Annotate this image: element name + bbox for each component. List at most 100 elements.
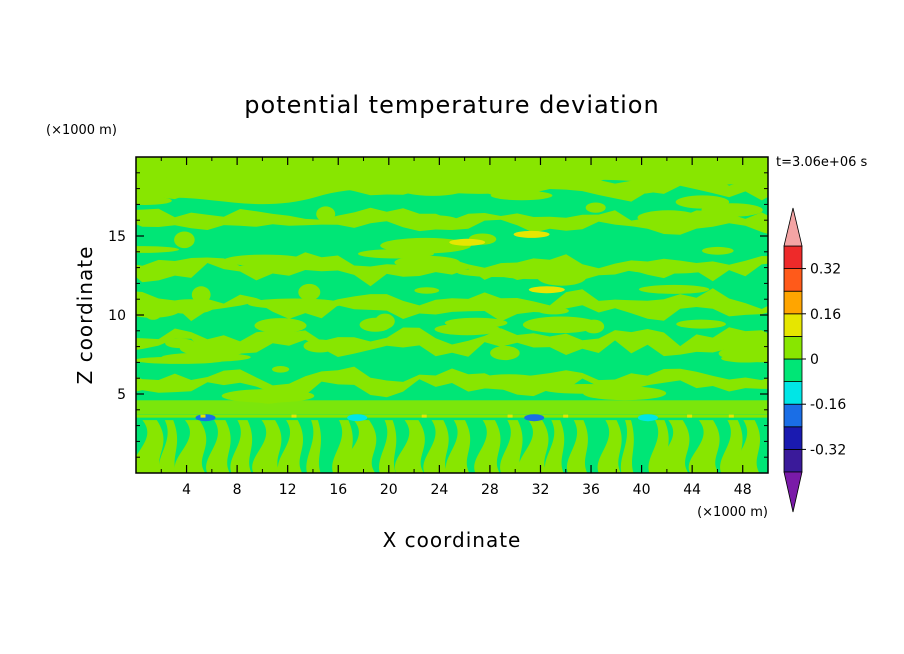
warm-patch [623,262,716,274]
warm-patch [538,307,569,315]
warm-patch [272,366,290,373]
warm-patch [247,298,342,310]
x-tick-label: 16 [329,482,347,498]
warm-patch [358,249,434,259]
colorbar-tick-label: 0 [810,352,819,368]
warm-patch [144,307,162,320]
colorbar-tick-label: 0.32 [810,262,841,278]
y-tick-label: 15 [108,229,126,245]
y-axis-unit: (×1000 m) [46,123,117,138]
colorbar-under-triangle [783,471,803,513]
time-label: t=3.06e+06 s [776,155,868,170]
warm-plume [206,420,231,473]
warm-fleck [507,414,513,418]
warm-anomaly [449,238,486,246]
x-tick-label: 28 [481,482,499,498]
warm-band [136,168,768,202]
warm-patch [604,184,662,194]
warm-plume [278,420,304,473]
warm-patch [397,179,468,196]
warm-patch [701,203,763,217]
warm-plume [230,420,253,473]
warm-patch [490,190,553,201]
warm-plume [518,420,549,473]
colorbar: 0.32 0.16 0 -0.16 -0.32 [783,207,846,513]
y-tick-label: 5 [117,387,126,403]
colorbar-segment [783,381,803,405]
warm-plume [735,420,761,473]
warm-patch [541,384,629,394]
x-axis: 4 8 12 16 20 24 28 32 36 40 44 48 [160,157,752,498]
warm-plume [567,420,588,473]
warm-patch [179,339,249,357]
colorbar-segment [783,448,803,473]
warm-patch [298,283,321,301]
warm-plume [342,420,377,473]
x-tick-label: 44 [683,482,701,498]
x-tick-label: 12 [279,482,297,498]
warm-plume [378,420,397,473]
colorbar-segment [783,403,803,428]
warm-patch [638,284,710,294]
warm-patch [538,173,602,190]
colorbar-tick-label: 0.16 [810,307,841,323]
warm-patch [162,174,203,192]
warm-plume [658,420,690,473]
warm-patch [411,215,461,229]
x-axis-unit: (×1000 m) [697,505,768,520]
warm-fleck [687,414,693,418]
x-axis-label: X coordinate [383,528,522,552]
warm-band [136,327,768,357]
warm-plume [620,420,634,473]
warm-anomaly [528,286,565,294]
warm-band-low [136,400,768,415]
colorbar-tick-label: -0.32 [810,442,846,458]
colorbar-over-triangle [783,207,803,247]
warm-patch [522,316,599,334]
colorbar-segment [783,268,803,292]
warm-patch [471,374,547,390]
warm-patch [585,202,606,213]
warm-patch [223,254,306,267]
x-tick-label: 32 [532,482,550,498]
warm-patch [394,255,461,269]
cold-anomaly-core [529,416,540,420]
warm-band [136,366,768,398]
warm-patch [721,354,768,363]
y-axis-label: Z coordinate [73,246,97,385]
warm-plume [545,420,565,473]
warm-plume [394,420,425,473]
warm-plume [500,420,523,473]
warm-fleck [200,414,206,418]
warm-patch [164,299,215,314]
warm-plume [252,420,282,473]
warm-patch [676,319,726,329]
colorbar-segment [783,358,803,383]
warm-fleck [563,414,569,418]
warm-plume [158,420,178,473]
warm-fleck [421,414,427,418]
warm-plume [423,420,449,473]
warm-patch [414,287,440,294]
warm-fleck [291,414,297,418]
warm-patch [702,246,734,255]
warm-patch [174,231,195,249]
warm-plume [446,420,471,473]
warm-plume [597,420,622,473]
chart-title: potential temperature deviation [244,91,659,119]
warm-patch [583,319,605,334]
colorbar-segment [783,245,803,270]
warm-patch [191,286,211,304]
warm-plume [174,420,207,473]
warm-patch [236,210,262,224]
colorbar-segment [783,313,803,337]
x-tick-label: 48 [734,482,752,498]
warm-fleck [728,414,734,418]
x-tick-label: 4 [182,482,191,498]
colorbar-segment [783,335,803,360]
warm-patch [662,219,693,227]
contour-field [136,157,768,473]
cold-anomaly [347,414,368,422]
x-tick-label: 20 [380,482,398,498]
